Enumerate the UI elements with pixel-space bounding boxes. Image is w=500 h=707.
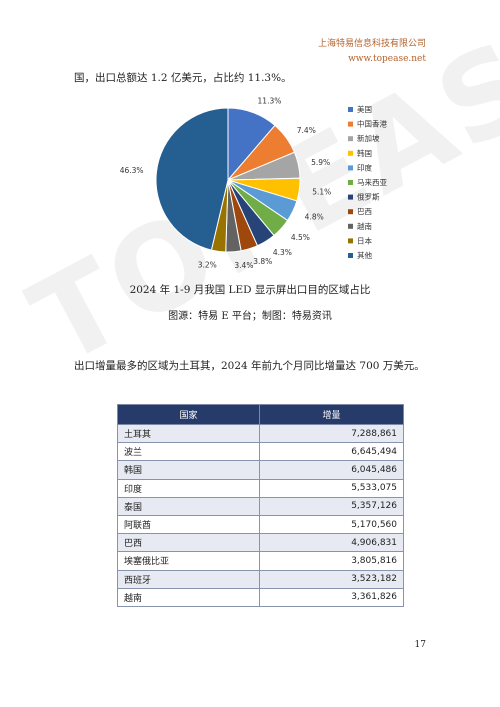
column-header-increment: 增量 bbox=[259, 404, 404, 425]
legend-swatch bbox=[348, 238, 353, 244]
legend-label: 俄罗斯 bbox=[357, 192, 380, 202]
legend-swatch bbox=[348, 150, 353, 156]
country-cell: 印度 bbox=[116, 478, 261, 498]
legend-label: 日本 bbox=[357, 235, 372, 245]
legend-label: 马来西亚 bbox=[357, 178, 387, 187]
legend-swatch bbox=[348, 253, 353, 258]
table-row: 波兰 6,645,494 bbox=[116, 442, 404, 462]
table-row: 越南 3,361,826 bbox=[116, 587, 404, 607]
legend-swatch bbox=[348, 223, 353, 229]
chart-source: 图源：特易 E 平台；制图：特易资讯 bbox=[168, 311, 332, 322]
company-name: 上海特易信息科技有限公司 bbox=[317, 39, 426, 49]
legend-label: 中国香港 bbox=[357, 119, 387, 129]
pie-chart: 11.3% 7.4% 5.9% 5.1% 4.8% 4.5% 4.3%3.8%3.4% 3.2… bbox=[120, 96, 388, 270]
table-row: 阿联酋 5,170,560 bbox=[116, 514, 404, 535]
legend-label: 越南 bbox=[357, 221, 372, 231]
increment-cell: 6,645,494 bbox=[259, 442, 404, 462]
country-cell: 越南 bbox=[116, 587, 261, 607]
legend-label: 韩国 bbox=[357, 148, 372, 158]
pie-data-label: 4.3% bbox=[273, 248, 292, 257]
legend-label: 印度 bbox=[357, 162, 372, 172]
legend-label: 新加坡 bbox=[357, 133, 380, 143]
page-number: 17 bbox=[414, 640, 426, 650]
increment-table: 国家 增量 土耳其 7,288,861 波兰 6,645,494 韩国 6,045,4… bbox=[116, 404, 404, 607]
country-cell: 波兰 bbox=[116, 442, 261, 462]
intro-text: 国，出口总额达 1.2 亿美元，占比约 11.3%。 bbox=[74, 72, 292, 84]
pie-data-label: 7.4% bbox=[297, 126, 316, 135]
website-url: www.topease.net bbox=[348, 54, 426, 64]
column-header-country: 国家 bbox=[116, 404, 261, 425]
table-row: 埃塞俄比亚 3,805,816 bbox=[116, 551, 404, 571]
pie-data-label: 5.1% bbox=[312, 187, 331, 196]
table-row: 土耳其 7,288,861 bbox=[116, 423, 404, 444]
pie-data-label: 3.4% bbox=[234, 261, 253, 270]
table-header-row: 国家 增量 bbox=[116, 404, 404, 425]
table-row: 印度 5,533,075 bbox=[116, 478, 404, 498]
increment-cell: 4,906,831 bbox=[259, 533, 404, 553]
increment-cell: 5,170,560 bbox=[259, 514, 404, 535]
pie-data-label: 3.2% bbox=[198, 260, 217, 269]
increment-cell: 3,361,826 bbox=[259, 587, 404, 607]
increment-cell: 3,805,816 bbox=[259, 551, 404, 571]
table-row: 韩国 6,045,486 bbox=[116, 460, 404, 480]
increment-cell: 7,288,861 bbox=[259, 423, 404, 444]
increment-cell: 3,523,182 bbox=[259, 569, 404, 589]
legend-label: 其他 bbox=[357, 250, 372, 260]
increment-cell: 5,357,126 bbox=[259, 496, 404, 516]
table-row: 巴西 4,906,831 bbox=[116, 533, 404, 553]
pie-data-label: 46.3% bbox=[120, 166, 144, 175]
pie-data-label: 4.8% bbox=[305, 213, 324, 222]
country-cell: 泰国 bbox=[116, 496, 261, 516]
country-cell: 西班牙 bbox=[116, 569, 261, 589]
table-row: 泰国 5,357,126 bbox=[116, 496, 404, 516]
legend-swatch bbox=[348, 165, 353, 171]
legend-label: 美国 bbox=[357, 104, 372, 114]
page-header: 上海特易信息科技有限公司 www.topease.net bbox=[318, 38, 426, 65]
country-cell: 巴西 bbox=[116, 533, 261, 553]
legend-swatch bbox=[348, 136, 353, 142]
legend-label: 巴西 bbox=[357, 207, 372, 216]
legend-swatch bbox=[348, 180, 353, 185]
pie-data-label: 5.9% bbox=[311, 158, 330, 167]
pie-data-label: 3.8% bbox=[253, 257, 272, 266]
country-cell: 阿联酋 bbox=[116, 514, 261, 535]
country-cell: 韩国 bbox=[116, 460, 261, 480]
increment-cell: 5,533,075 bbox=[259, 478, 404, 498]
legend-swatch bbox=[348, 121, 353, 127]
pie-data-label: 4.5% bbox=[291, 233, 310, 242]
pie-data-label: 11.3% bbox=[258, 96, 282, 105]
country-cell: 埃塞俄比亚 bbox=[116, 551, 261, 571]
legend-swatch bbox=[348, 107, 353, 112]
table-row: 西班牙 3,523,182 bbox=[116, 569, 404, 589]
legend-swatch bbox=[348, 209, 353, 215]
paragraph-text: 出口增量最多的区域为土耳其，2024 年前九个月同比增量达 700 万美元。 bbox=[74, 360, 425, 372]
increment-cell: 6,045,486 bbox=[259, 460, 404, 480]
chart-title: 2024 年 1-9 月我国 LED 显示屏出口目的区域占比 bbox=[129, 284, 371, 296]
legend-swatch bbox=[348, 194, 353, 200]
country-cell: 土耳其 bbox=[116, 423, 261, 444]
pie-slice-10 bbox=[155, 107, 229, 251]
